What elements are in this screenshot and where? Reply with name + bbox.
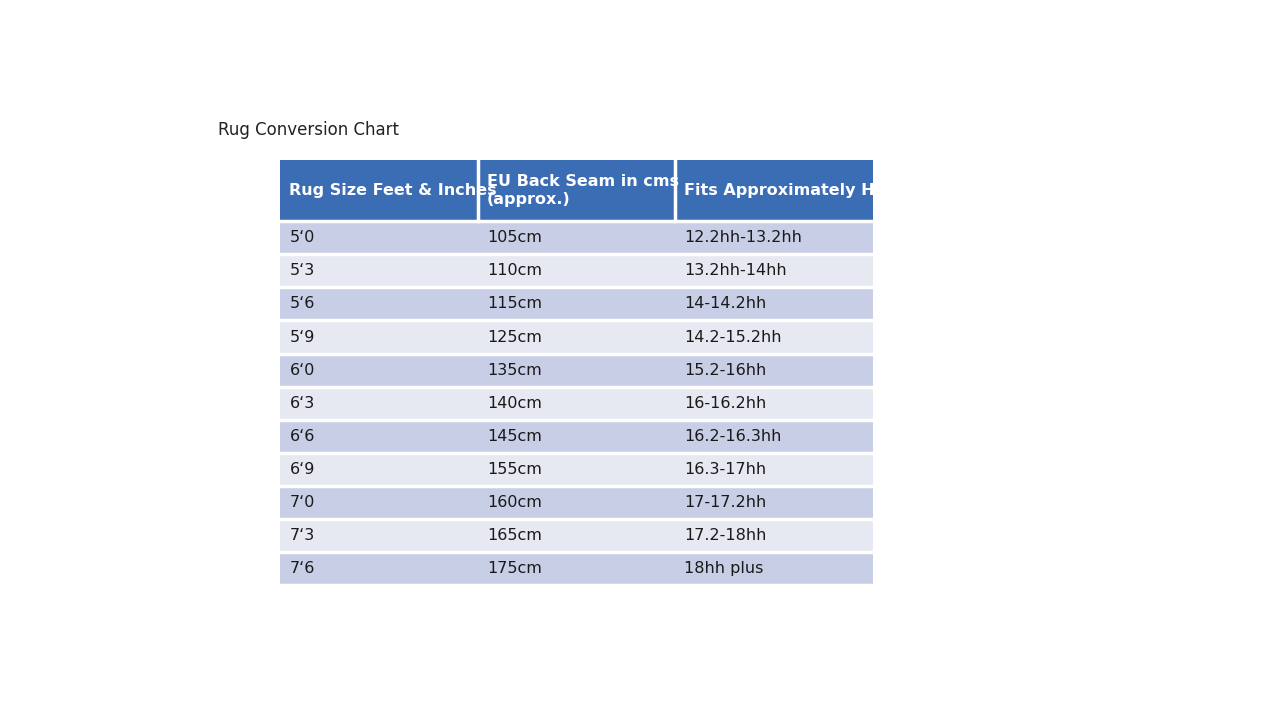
- Bar: [477, 453, 675, 486]
- Bar: [675, 453, 873, 486]
- Text: 135cm: 135cm: [486, 363, 541, 378]
- Text: 145cm: 145cm: [486, 429, 541, 444]
- Text: Rug Size Feet & Inches: Rug Size Feet & Inches: [289, 183, 497, 198]
- Bar: [477, 160, 675, 221]
- Bar: [675, 354, 873, 387]
- Bar: [675, 486, 873, 519]
- Bar: [280, 287, 477, 320]
- Text: 7‘6: 7‘6: [289, 562, 315, 576]
- Text: 14.2-15.2hh: 14.2-15.2hh: [685, 330, 782, 345]
- Text: 160cm: 160cm: [486, 495, 541, 510]
- Bar: [280, 354, 477, 387]
- Bar: [477, 519, 675, 552]
- Text: EU Back Seam in cms
(approx.): EU Back Seam in cms (approx.): [486, 174, 678, 207]
- Bar: [280, 160, 477, 221]
- Bar: [675, 320, 873, 354]
- Bar: [280, 453, 477, 486]
- Bar: [477, 221, 675, 254]
- Bar: [477, 486, 675, 519]
- Text: 125cm: 125cm: [486, 330, 541, 345]
- Text: 17-17.2hh: 17-17.2hh: [685, 495, 767, 510]
- Bar: [675, 519, 873, 552]
- Bar: [477, 320, 675, 354]
- Text: 155cm: 155cm: [486, 462, 541, 477]
- Bar: [675, 287, 873, 320]
- Text: 115cm: 115cm: [486, 297, 541, 312]
- Bar: [280, 552, 477, 585]
- Bar: [280, 519, 477, 552]
- Text: 5‘9: 5‘9: [289, 330, 315, 345]
- Text: 175cm: 175cm: [486, 562, 541, 576]
- Text: 7‘3: 7‘3: [289, 528, 315, 543]
- Text: Rug Conversion Chart: Rug Conversion Chart: [218, 121, 399, 139]
- Bar: [675, 254, 873, 287]
- Bar: [280, 387, 477, 420]
- Bar: [280, 221, 477, 254]
- Bar: [477, 420, 675, 453]
- Text: 6‘9: 6‘9: [289, 462, 315, 477]
- Text: 165cm: 165cm: [486, 528, 541, 543]
- Bar: [675, 221, 873, 254]
- Text: 13.2hh-14hh: 13.2hh-14hh: [685, 264, 787, 279]
- Text: 105cm: 105cm: [486, 230, 541, 246]
- Bar: [675, 420, 873, 453]
- Text: 140cm: 140cm: [486, 396, 541, 410]
- Text: 110cm: 110cm: [486, 264, 541, 279]
- Bar: [280, 486, 477, 519]
- Text: 6‘0: 6‘0: [289, 363, 315, 378]
- Text: 6‘6: 6‘6: [289, 429, 315, 444]
- Text: 15.2-16hh: 15.2-16hh: [685, 363, 767, 378]
- Text: 18hh plus: 18hh plus: [685, 562, 764, 576]
- Bar: [477, 387, 675, 420]
- Bar: [280, 320, 477, 354]
- Bar: [477, 254, 675, 287]
- Text: 16.3-17hh: 16.3-17hh: [685, 462, 767, 477]
- Bar: [280, 420, 477, 453]
- Text: 16.2-16.3hh: 16.2-16.3hh: [685, 429, 782, 444]
- Text: 7‘0: 7‘0: [289, 495, 315, 510]
- Bar: [477, 354, 675, 387]
- Text: 5‘3: 5‘3: [289, 264, 315, 279]
- Text: 14-14.2hh: 14-14.2hh: [685, 297, 767, 312]
- Text: Fits Approximately Hands: Fits Approximately Hands: [685, 183, 918, 198]
- Text: 12.2hh-13.2hh: 12.2hh-13.2hh: [685, 230, 803, 246]
- Text: 16-16.2hh: 16-16.2hh: [685, 396, 767, 410]
- Bar: [477, 287, 675, 320]
- Text: 6‘3: 6‘3: [289, 396, 315, 410]
- Bar: [675, 387, 873, 420]
- Bar: [675, 160, 873, 221]
- Bar: [280, 254, 477, 287]
- Bar: [477, 552, 675, 585]
- Bar: [675, 552, 873, 585]
- Text: 17.2-18hh: 17.2-18hh: [685, 528, 767, 543]
- Text: 5‘0: 5‘0: [289, 230, 315, 246]
- Text: 5‘6: 5‘6: [289, 297, 315, 312]
